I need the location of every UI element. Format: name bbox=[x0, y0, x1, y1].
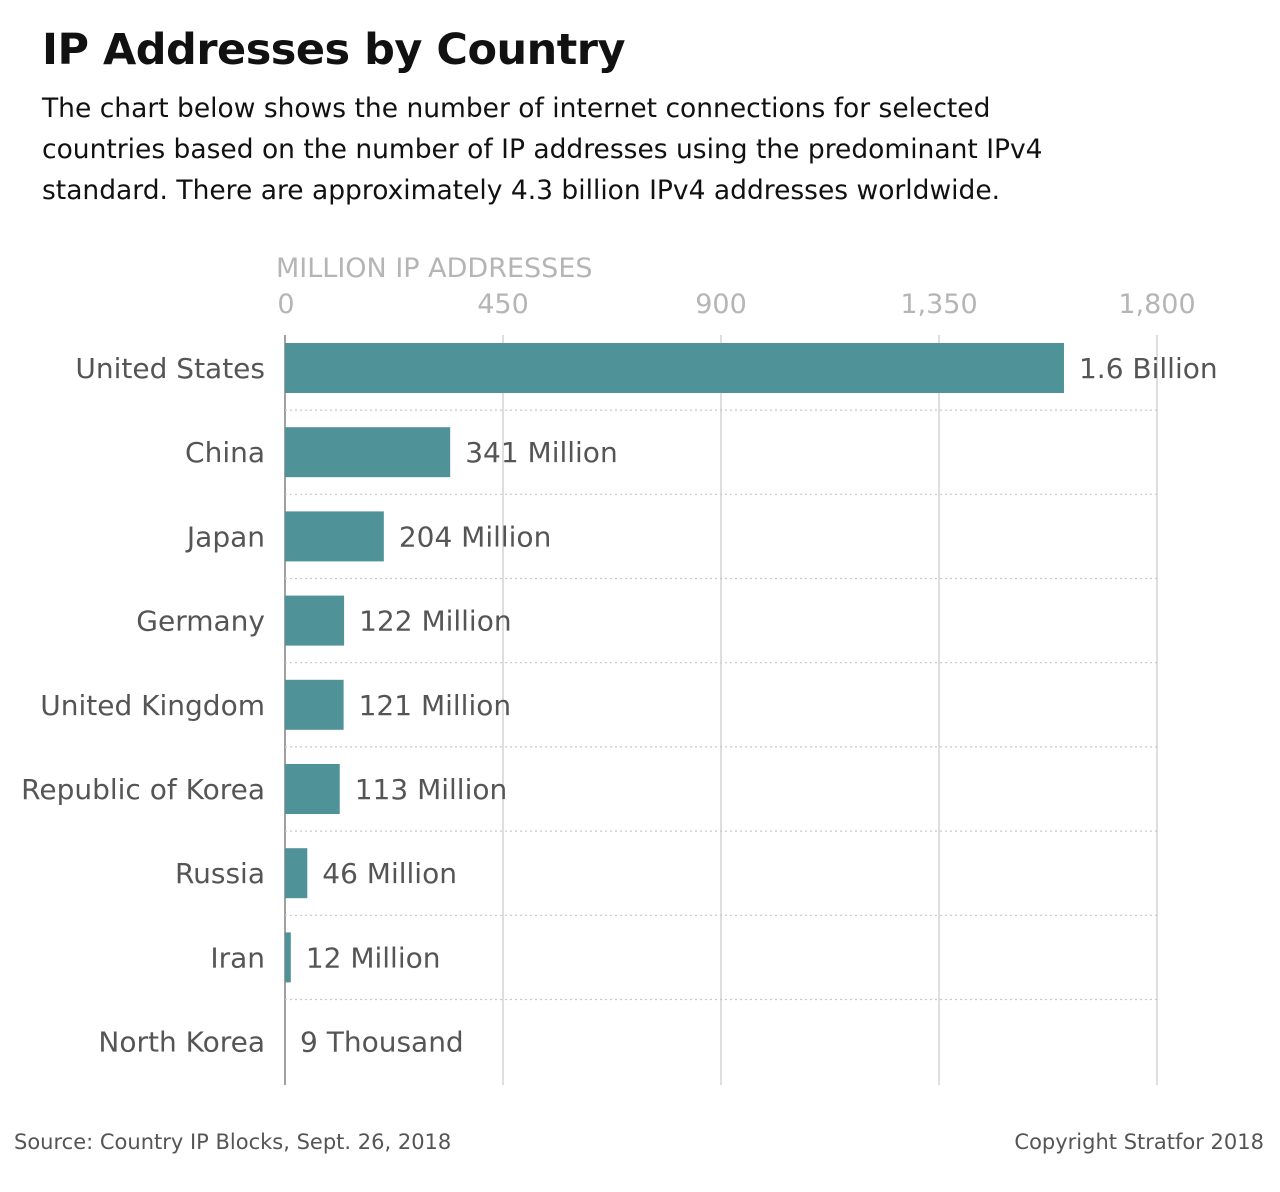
category-labels: United States China Japan Germany United Kin… bbox=[21, 352, 265, 1059]
bar bbox=[285, 343, 1064, 393]
value-label: 113 Million bbox=[355, 773, 508, 806]
bars bbox=[285, 343, 1064, 1067]
category-label: United Kingdom bbox=[40, 689, 265, 722]
value-label: 9 Thousand bbox=[300, 1026, 464, 1059]
value-label: 1.6 Billion bbox=[1079, 352, 1218, 385]
value-label: 46 Million bbox=[322, 857, 457, 890]
value-label: 12 Million bbox=[306, 941, 441, 974]
category-label: Iran bbox=[210, 941, 265, 974]
value-label: 121 Million bbox=[359, 689, 512, 722]
bar bbox=[285, 427, 451, 478]
gridlines bbox=[284, 335, 1158, 1085]
x-tick-label: 450 bbox=[477, 289, 529, 320]
bar bbox=[285, 932, 291, 983]
category-label: United States bbox=[75, 352, 265, 385]
x-tick-label: 900 bbox=[695, 289, 747, 320]
bar bbox=[285, 679, 344, 730]
category-label: China bbox=[185, 436, 265, 469]
category-label: North Korea bbox=[98, 1026, 265, 1059]
bar bbox=[285, 511, 384, 562]
bar bbox=[285, 764, 340, 814]
value-label: 341 Million bbox=[465, 436, 618, 469]
value-label: 204 Million bbox=[399, 520, 552, 553]
value-labels: 1.6 Billion 341 Million 204 Million 122 Mil… bbox=[300, 352, 1218, 1059]
source-note: Source: Country IP Blocks, Sept. 26, 201… bbox=[14, 1130, 452, 1154]
value-label: 122 Million bbox=[359, 605, 512, 638]
bar bbox=[285, 595, 345, 646]
category-label: Republic of Korea bbox=[21, 773, 265, 806]
category-label: Russia bbox=[175, 857, 265, 890]
x-axis-label: MILLION IP ADDRESSES bbox=[276, 253, 593, 284]
chart-subtitle: The chart below shows the number of inte… bbox=[42, 93, 1043, 206]
x-axis-ticks: 0 450 900 1,350 1,800 bbox=[277, 289, 1195, 320]
bar-chart: MILLION IP ADDRESSES 0 450 900 1,350 1,800 U… bbox=[21, 253, 1218, 1085]
copyright-note: Copyright Stratfor 2018 bbox=[1014, 1130, 1264, 1154]
chart-title: IP Addresses by Country bbox=[42, 25, 626, 75]
x-tick-label: 0 bbox=[277, 289, 294, 320]
bar bbox=[285, 848, 308, 899]
category-label: Germany bbox=[136, 605, 265, 638]
x-tick-label: 1,350 bbox=[900, 289, 977, 320]
x-tick-label: 1,800 bbox=[1118, 289, 1195, 320]
category-label: Japan bbox=[185, 520, 265, 553]
